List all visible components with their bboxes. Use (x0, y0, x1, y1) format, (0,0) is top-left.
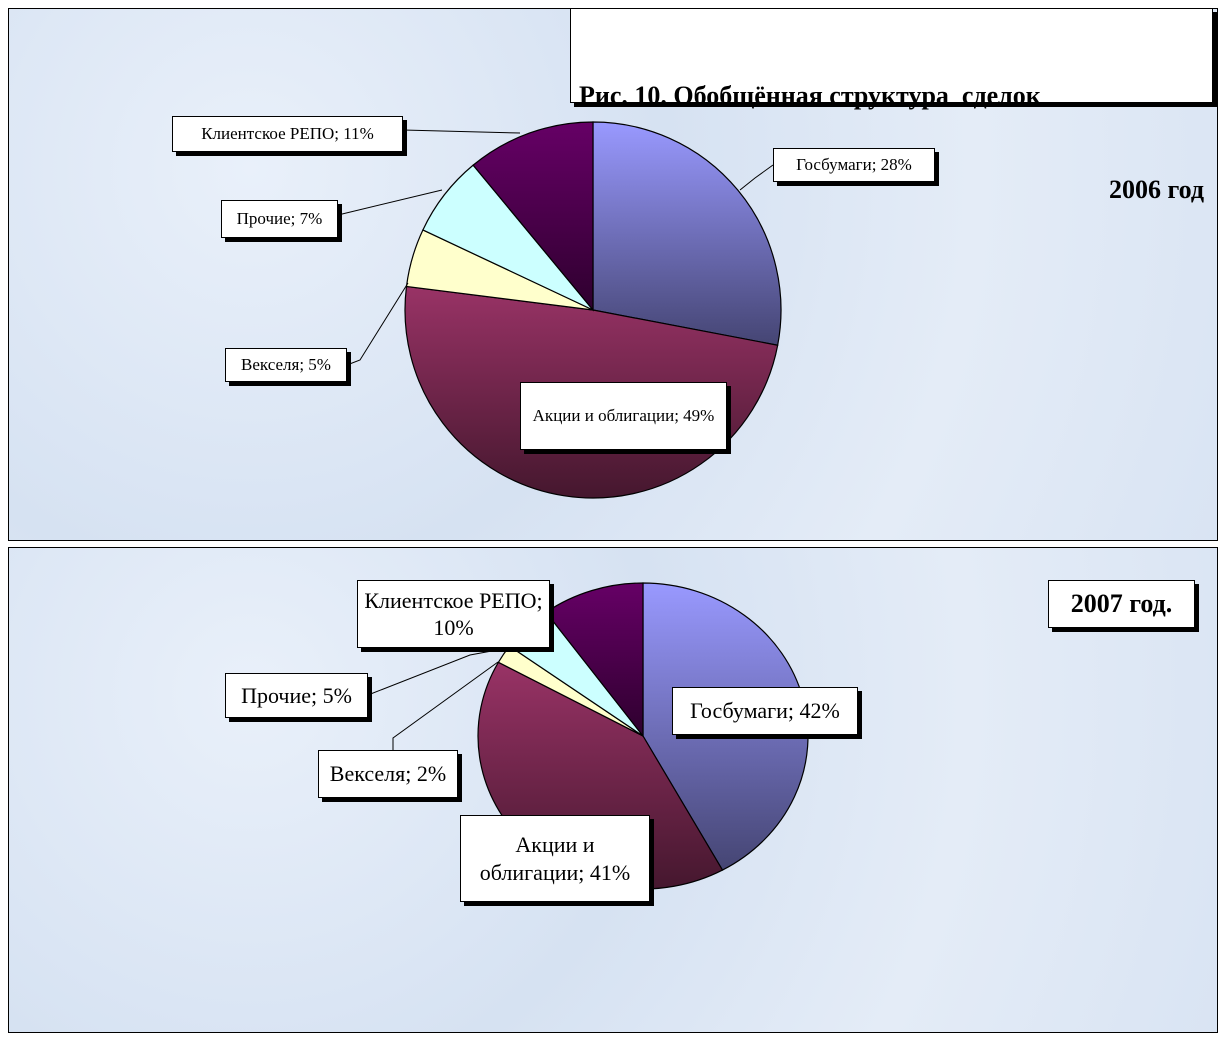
data-label: Госбумаги; 42% (672, 687, 858, 735)
leader-line (337, 189, 443, 216)
data-label: Векселя; 5% (225, 348, 347, 382)
leader-line (367, 647, 509, 696)
chart-title: 2007 год. (1048, 580, 1195, 628)
data-label: Клиентское РЕПО; 10% (357, 580, 550, 648)
pie-slice (592, 121, 782, 346)
leader-line (739, 164, 774, 191)
leader-line (392, 661, 499, 750)
data-label: Прочие; 5% (225, 673, 368, 718)
data-label: Госбумаги; 28% (773, 148, 935, 182)
data-label: Акции и облигации; 41% (460, 815, 650, 902)
chart-subtitle: 2006 год (1108, 175, 1204, 204)
leader-line (402, 129, 521, 134)
data-label: Акции и облигации; 49% (520, 382, 727, 450)
data-label: Векселя; 2% (318, 750, 458, 798)
title-box: Рис. 10. Обобщённая структура сделок 200… (570, 8, 1213, 204)
leader-line (346, 282, 409, 366)
data-label: Клиентское РЕПО; 11% (172, 116, 403, 152)
data-label: Прочие; 7% (221, 200, 338, 238)
pie-slice (472, 121, 594, 312)
chart-title: Рис. 10. Обобщённая структура сделок (579, 81, 1041, 110)
